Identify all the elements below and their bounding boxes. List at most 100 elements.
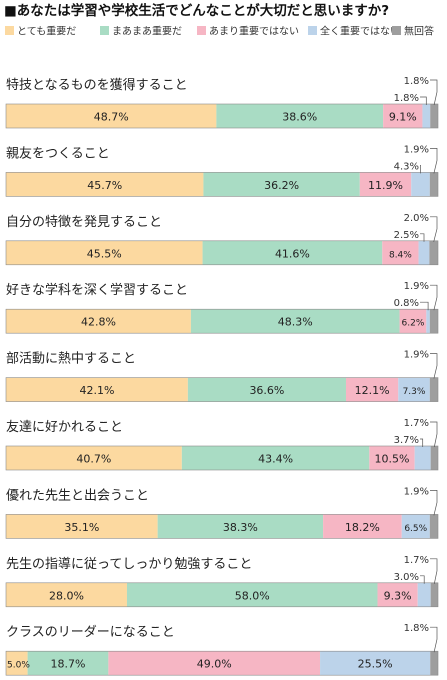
- bar-segment: [216, 104, 384, 128]
- bar-segment: [6, 377, 188, 402]
- leader-line: [430, 558, 438, 584]
- legend-swatch-0: [5, 26, 14, 35]
- row-1: 親友をつくること 45.7% 36.2% 11.9% 1.9% 4.3%: [5, 144, 439, 197]
- data-label: 8.4%: [389, 250, 412, 260]
- data-label: 40.7%: [76, 453, 111, 466]
- leader-line: [430, 79, 438, 106]
- row-3: 好きな学科を深く学習すること 42.8% 48.3% 6.2% 1.9% 0.8%: [5, 281, 439, 334]
- bar-segment: [429, 240, 438, 265]
- data-label: 42.8%: [81, 316, 116, 329]
- chart-rows: 特技となるものを獲得すること 48.7% 38.6% 9.1% 1.8% 1.8% 親友をつ…: [5, 76, 439, 676]
- callout-label: 4.3%: [394, 161, 419, 172]
- bar-segment: [430, 104, 438, 128]
- bar-segment: [6, 104, 217, 128]
- leader-line: [430, 353, 438, 379]
- leader-line: [420, 165, 421, 174]
- bar-outline: [5, 377, 439, 402]
- callout-label: 1.8%: [404, 623, 429, 634]
- legend-swatch-1: [100, 26, 109, 35]
- category-label: 先生の指導に従ってしっかり勉強すること: [6, 557, 252, 572]
- bar-segment: [27, 651, 109, 676]
- data-label: 9.1%: [389, 111, 417, 124]
- bar-segment: [157, 514, 324, 539]
- category-label: 特技となるものを獲得すること: [6, 77, 188, 93]
- callout-label: 3.7%: [394, 435, 419, 446]
- bar-segment: [6, 172, 204, 197]
- bar-segment: [6, 651, 28, 676]
- bar-segment: [430, 582, 438, 607]
- data-label: 35.1%: [64, 521, 99, 534]
- bar-segment: [414, 446, 431, 470]
- row-0: 特技となるものを獲得すること 48.7% 38.6% 9.1% 1.8% 1.8%: [5, 76, 439, 129]
- data-label: 45.7%: [87, 179, 122, 192]
- category-label: 自分の特徴を発見すること: [6, 215, 162, 230]
- bar-segment: [108, 651, 321, 676]
- data-label: 48.3%: [278, 316, 313, 329]
- callout-label: 3.0%: [394, 572, 419, 583]
- bar-segment: [6, 514, 158, 539]
- callout-label: 1.9%: [404, 350, 429, 361]
- bar-segment: [383, 104, 423, 128]
- data-label: 49.0%: [197, 658, 232, 671]
- callout-label: 2.5%: [394, 230, 419, 241]
- category-label: 友達に好かれること: [6, 419, 123, 435]
- bar-outline: [5, 582, 439, 608]
- data-label: 25.5%: [358, 658, 393, 671]
- data-label: 18.2%: [345, 521, 380, 534]
- data-label: 28.0%: [49, 589, 84, 602]
- data-label: 48.7%: [94, 111, 129, 124]
- category-label: 部活動に熱中すること: [6, 352, 136, 367]
- bar-segment: [187, 377, 346, 402]
- bar-segment: [202, 240, 383, 265]
- bar-segment: [398, 377, 430, 402]
- bar-segment: [6, 240, 203, 265]
- callout-label: 1.9%: [404, 144, 429, 155]
- leader-line: [420, 301, 429, 311]
- data-label: 38.6%: [282, 111, 317, 124]
- bar-outline: [5, 240, 439, 266]
- bar-outline: [5, 103, 439, 129]
- chart-title: ■あなたは学習や学校生活でどんなことが大切だと思いますか?: [4, 2, 389, 19]
- bar-outline: [5, 514, 439, 539]
- data-label: 18.7%: [51, 658, 86, 671]
- legend-swatch-3: [308, 26, 317, 35]
- category-label: 好きな学科を深く学習すること: [6, 282, 188, 298]
- data-label: 45.5%: [87, 247, 122, 260]
- legend-label-2: あまり重要ではない: [209, 25, 299, 38]
- bar-segment: [377, 582, 418, 607]
- legend-swatch-4: [392, 26, 401, 35]
- callout-label: 1.8%: [394, 93, 419, 104]
- bar-outline: [5, 650, 439, 676]
- legend-label-3: 全く重要ではない: [320, 25, 400, 38]
- data-label: 41.6%: [275, 247, 310, 260]
- legend-label-1: まあまあ重要だ: [112, 25, 182, 38]
- data-label: 58.0%: [235, 589, 270, 602]
- leader-line: [420, 233, 425, 242]
- data-label: 38.3%: [223, 521, 258, 534]
- bar-segment: [401, 514, 430, 539]
- bar-segment: [429, 377, 438, 402]
- bar-segment: [369, 446, 415, 470]
- bar-outline: [5, 445, 439, 471]
- bar-segment: [320, 651, 431, 676]
- data-label: 43.4%: [258, 453, 293, 466]
- callout-label: 0.8%: [394, 298, 419, 309]
- bar-segment: [6, 582, 127, 607]
- bar-segment: [417, 582, 431, 607]
- bar-segment: [429, 309, 438, 334]
- data-label: 5.0%: [7, 661, 30, 671]
- bar-segment: [323, 514, 402, 539]
- legend-swatch-2: [197, 26, 206, 35]
- row-2: 自分の特徴を発見すること 45.5% 41.6% 8.4% 2.0% 2.5%: [5, 213, 439, 266]
- bar-segment: [430, 446, 438, 470]
- bar-segment: [181, 446, 370, 470]
- bar-outline: [5, 172, 439, 197]
- leader-line: [430, 216, 438, 242]
- bar-segment: [399, 309, 427, 334]
- callout-label: 2.0%: [404, 213, 429, 224]
- bar-segment: [411, 172, 430, 197]
- data-label: 36.6%: [249, 384, 284, 397]
- leader-line: [430, 148, 438, 174]
- row-5: 友達に好かれること 40.7% 43.4% 10.5% 1.7% 3.7%: [5, 418, 439, 471]
- data-label: 9.3%: [384, 589, 412, 602]
